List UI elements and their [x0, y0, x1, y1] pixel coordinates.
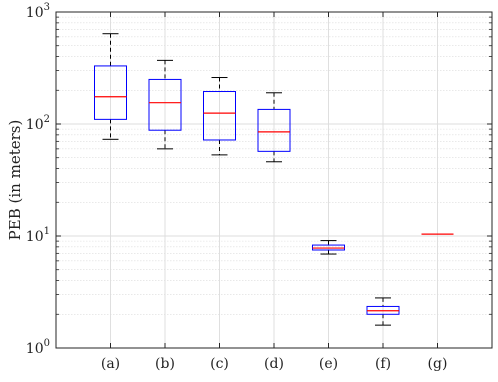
y-tick-exponent: 3	[44, 2, 50, 13]
x-tick-label: (a)	[101, 356, 120, 372]
y-tick-exponent: 1	[44, 226, 50, 237]
x-tick-label: (c)	[210, 356, 229, 372]
box-plot	[94, 33, 127, 140]
box-plot	[148, 59, 182, 150]
x-tick-label: (d)	[264, 356, 284, 372]
y-tick-label: 101	[26, 226, 50, 245]
y-tick-base: 10	[26, 5, 44, 21]
x-tick-label: (f)	[375, 356, 391, 372]
box-plot	[203, 77, 236, 156]
box-iqr	[257, 108, 291, 152]
box-plots	[94, 33, 454, 326]
box-iqr	[94, 65, 127, 120]
y-tick-label: 102	[26, 114, 50, 133]
y-tick-exponent: 0	[44, 338, 50, 349]
grid	[56, 11, 492, 349]
box-plot	[312, 240, 345, 255]
x-tick-label: (e)	[319, 356, 338, 372]
y-tick-base: 10	[26, 117, 44, 133]
y-tick-label: 100	[26, 338, 50, 357]
y-tick-base: 10	[26, 229, 44, 245]
y-tick-label: 103	[26, 2, 50, 21]
box-iqr	[148, 78, 182, 131]
y-tick-base: 10	[26, 341, 44, 357]
box-iqr	[203, 91, 236, 141]
x-tick-label: (b)	[155, 356, 175, 372]
x-tick-label: (g)	[428, 356, 448, 372]
box-plot	[257, 92, 291, 163]
y-axis-label: PEB (in meters)	[6, 120, 24, 241]
box-plot	[366, 297, 400, 326]
y-tick-exponent: 2	[44, 114, 50, 125]
